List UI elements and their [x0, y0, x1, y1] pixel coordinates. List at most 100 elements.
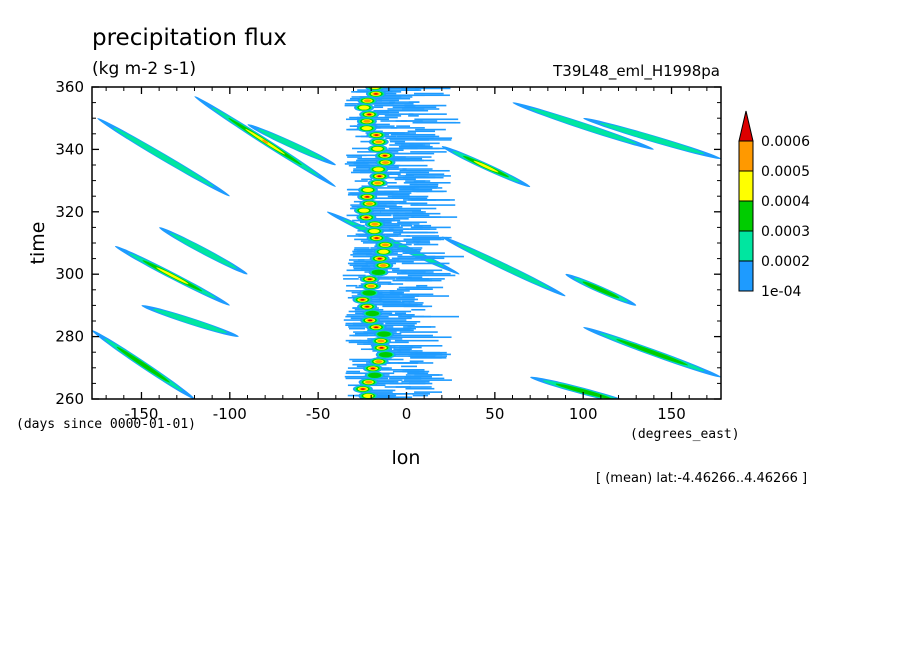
band-dash-288 — [365, 233, 402, 236]
streak-3-level-1 — [169, 232, 237, 269]
band-dash-138 — [377, 320, 392, 323]
band-dash-321 — [410, 216, 458, 218]
band-dash-183 — [406, 293, 434, 296]
band-dash-346 — [373, 202, 419, 205]
run-label: T39L48_eml_H1998pa — [552, 62, 720, 81]
band-dash-146 — [398, 315, 431, 318]
band-dash-27 — [401, 381, 430, 383]
band-core-38-level-5 — [374, 134, 379, 136]
band-core-18-level-2 — [371, 269, 386, 276]
band-dash-292 — [400, 231, 428, 234]
band-core-17-level-5 — [367, 278, 372, 280]
band-dash-501 — [408, 113, 447, 115]
band-dash-479 — [375, 127, 398, 129]
band-dash-124 — [348, 327, 366, 330]
band-dash-259 — [356, 250, 373, 253]
band-dash-215 — [407, 274, 456, 277]
band-dash-24 — [389, 382, 426, 385]
band-dash-157 — [369, 308, 384, 311]
band-dash-117 — [353, 331, 392, 333]
band-dash-349 — [362, 200, 407, 203]
band-dash-387 — [403, 181, 418, 184]
band-core-35-level-5 — [382, 154, 387, 157]
band-dash-213 — [398, 276, 423, 278]
band-dash-311 — [397, 221, 427, 224]
band-dash-542 — [401, 87, 420, 90]
band-dash-43 — [407, 372, 429, 375]
band-dash-233 — [353, 264, 368, 266]
band-dash-393 — [394, 178, 416, 181]
band-dash-69 — [410, 357, 447, 359]
band-dash-269 — [413, 243, 439, 246]
band-dash-374 — [346, 188, 365, 191]
band-core-30-level-3 — [362, 187, 374, 193]
band-dash-392 — [361, 178, 373, 181]
band-dash-169 — [363, 302, 405, 304]
band-dash-396 — [379, 176, 426, 179]
band-dash-111 — [352, 334, 392, 337]
band-core-28-level-4 — [365, 202, 374, 206]
band-dash-166 — [390, 303, 418, 306]
band-core-2-level-4 — [365, 380, 373, 384]
band-dash-47 — [402, 370, 420, 373]
band-dash-530 — [351, 96, 376, 98]
band-dash-509 — [411, 106, 437, 109]
band-dash-64 — [352, 360, 371, 363]
band-dash-512 — [344, 104, 357, 107]
band-dash-145 — [415, 315, 459, 318]
band-dash-214 — [369, 276, 390, 278]
streak-12-level-2 — [582, 281, 620, 299]
colorbar-label: 1e-04 — [761, 284, 801, 300]
band-dash-302 — [410, 226, 423, 229]
band-dash-195 — [355, 286, 367, 289]
band-core-3-level-2 — [367, 372, 382, 379]
band-dash-150 — [366, 314, 414, 316]
band-dash-17 — [368, 389, 393, 392]
band-dash-91 — [388, 345, 415, 347]
x-tick-label: 0 — [402, 405, 412, 423]
band-dash-435 — [351, 154, 367, 157]
band-dash-437 — [378, 152, 410, 155]
band-dash-538 — [370, 91, 402, 93]
band-dash-462 — [412, 137, 453, 139]
band-dash-284 — [347, 235, 372, 237]
band-dash-272 — [416, 242, 431, 244]
band-dash-279 — [403, 238, 442, 241]
band-dash-373 — [399, 188, 414, 191]
band-dash-275 — [393, 240, 421, 242]
band-dash-104 — [380, 338, 403, 340]
band-dash-103 — [394, 339, 439, 342]
x-tick-label: 50 — [485, 405, 504, 423]
band-dash-173 — [375, 300, 398, 302]
band-dash-534 — [413, 92, 444, 95]
band-dash-330 — [412, 211, 423, 213]
band-core-14-level-5 — [360, 298, 365, 301]
band-dash-532 — [400, 94, 450, 97]
band-dash-228 — [360, 267, 381, 270]
band-core-26-level-5 — [364, 216, 369, 219]
band-dash-229 — [353, 266, 371, 268]
band-dash-482 — [396, 125, 411, 127]
band-dash-154 — [348, 310, 370, 313]
colorbar-box — [738, 200, 754, 232]
band-dash-266 — [354, 247, 370, 249]
band-dash-327 — [404, 212, 425, 215]
x-axis-label: lon — [392, 447, 421, 469]
band-dash-285 — [386, 235, 411, 237]
band-dash-466 — [355, 135, 378, 138]
band-dash-246 — [396, 257, 423, 260]
band-dash-223 — [392, 269, 426, 272]
band-dash-220 — [401, 271, 434, 273]
band-dash-37 — [363, 375, 411, 378]
band-dash-333 — [390, 209, 422, 212]
band-dash-522 — [378, 99, 399, 102]
band-dash-174 — [379, 298, 419, 301]
band-core-13-level-5 — [365, 305, 370, 308]
band-dash-241 — [389, 259, 426, 261]
band-dash-300 — [373, 226, 403, 229]
y-axis-label: time — [27, 222, 49, 265]
band-dash-186 — [385, 293, 420, 296]
band-core-5-level-4 — [375, 360, 383, 363]
band-dash-310 — [378, 223, 400, 225]
band-dash-418 — [353, 163, 385, 165]
